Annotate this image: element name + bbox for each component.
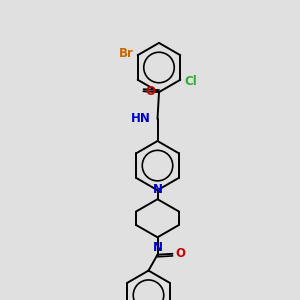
- Text: HN: HN: [131, 112, 151, 125]
- Text: N: N: [152, 183, 163, 196]
- Text: N: N: [152, 241, 163, 254]
- Text: O: O: [176, 247, 185, 260]
- Text: Cl: Cl: [184, 75, 197, 88]
- Text: Br: Br: [119, 47, 134, 60]
- Text: O: O: [146, 85, 156, 98]
